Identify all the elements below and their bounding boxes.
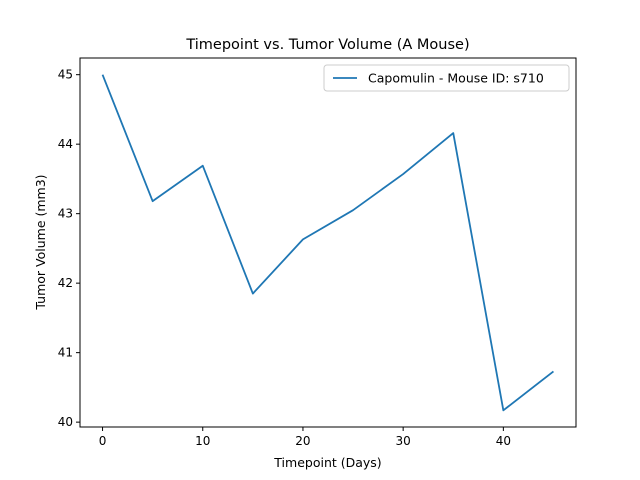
x-axis-ticks: 0 10 20 30 40 — [99, 427, 511, 448]
x-tick-label: 30 — [396, 434, 411, 448]
x-tick-label: 10 — [195, 434, 210, 448]
plot-area: 0 10 20 30 40 40 41 42 43 44 45 — [58, 57, 577, 448]
y-axis-label: Tumor Volume (mm3) — [33, 174, 48, 310]
x-tick-label: 0 — [99, 434, 107, 448]
series-line — [101, 74, 555, 412]
x-tick-label: 20 — [295, 434, 310, 448]
y-tick-label: 42 — [58, 276, 73, 290]
y-tick-label: 45 — [58, 68, 73, 82]
x-axis-label: Timepoint (Days) — [273, 455, 381, 470]
y-tick-label: 41 — [58, 346, 73, 360]
y-tick-label: 44 — [58, 137, 73, 151]
legend-box — [323, 64, 570, 92]
chart-title: Timepoint vs. Tumor Volume (A Mouse) — [185, 37, 469, 53]
series-layer — [101, 74, 555, 412]
y-axis-ticks: 40 41 42 43 44 45 — [58, 68, 80, 429]
legend-entry-label: Capomulin - Mouse ID: s710 — [368, 71, 544, 86]
plot-frame — [79, 57, 577, 428]
x-tick-label: 40 — [496, 434, 511, 448]
y-tick-label: 43 — [58, 207, 73, 221]
legend: Capomulin - Mouse ID: s710 — [323, 64, 570, 92]
y-tick-label: 40 — [58, 415, 73, 429]
